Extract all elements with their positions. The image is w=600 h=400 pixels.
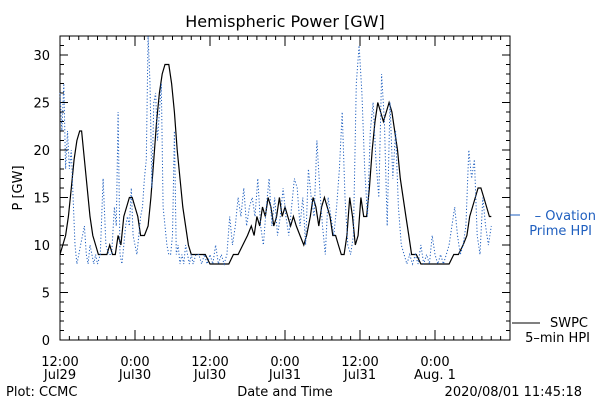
legend-swpc-line1: SWPC [550,316,588,331]
x-tick-label-date: Jul30 [118,368,151,383]
y-tick-label: 25 [33,97,50,112]
y-tick-label: 20 [33,144,50,159]
plot-border [59,35,511,341]
legend-ovation-line1: – Ovation [535,209,596,224]
y-tick-label: 0 [42,334,50,349]
x-tick-label-date: Jul31 [343,368,376,383]
x-tick-label-date: Jul29 [43,368,76,383]
legend-swpc-line2: 5–min HPI [525,331,590,346]
y-axis: 0 5 10 15 20 25 30 [33,35,510,349]
y-tick-label: 30 [33,49,50,64]
x-tick-label-date: Jul31 [268,368,301,383]
x-tick-label-time: 0:00 [270,355,299,370]
legend-ovation-line2: Prime HPI [529,224,592,239]
legend: – Ovation Prime HPI SWPC 5–min HPI [510,209,596,346]
x-tick-label-time: 0:00 [120,355,149,370]
x-axis-label: Date and Time [237,385,333,400]
plot-frame [59,35,511,341]
x-tick-label-time: 12:00 [341,355,378,370]
footer-plot-credit: Plot: CCMC [6,385,77,400]
footer-timestamp: 2020/08/01 11:45:18 [445,385,582,400]
x-tick-label-time: 12:00 [191,355,228,370]
chart-title: Hemispheric Power [GW] [185,12,384,31]
x-tick-label-time: 12:00 [41,355,78,370]
series-swpc-line [59,63,492,265]
y-tick-label: 5 [42,287,50,302]
series-layer [59,35,492,266]
x-tick-label-date: Jul30 [193,368,226,383]
x-axis: 12:00Jul290:00Jul3012:00Jul300:00Jul3112… [41,36,502,383]
y-tick-label: 15 [33,192,50,207]
y-tick-label: 10 [33,239,50,254]
series-ovation-line [59,35,492,266]
y-axis-label: P [GW] [11,165,26,210]
x-tick-label-time: 0:00 [420,355,449,370]
x-tick-label-date: Aug. 1 [414,368,456,383]
